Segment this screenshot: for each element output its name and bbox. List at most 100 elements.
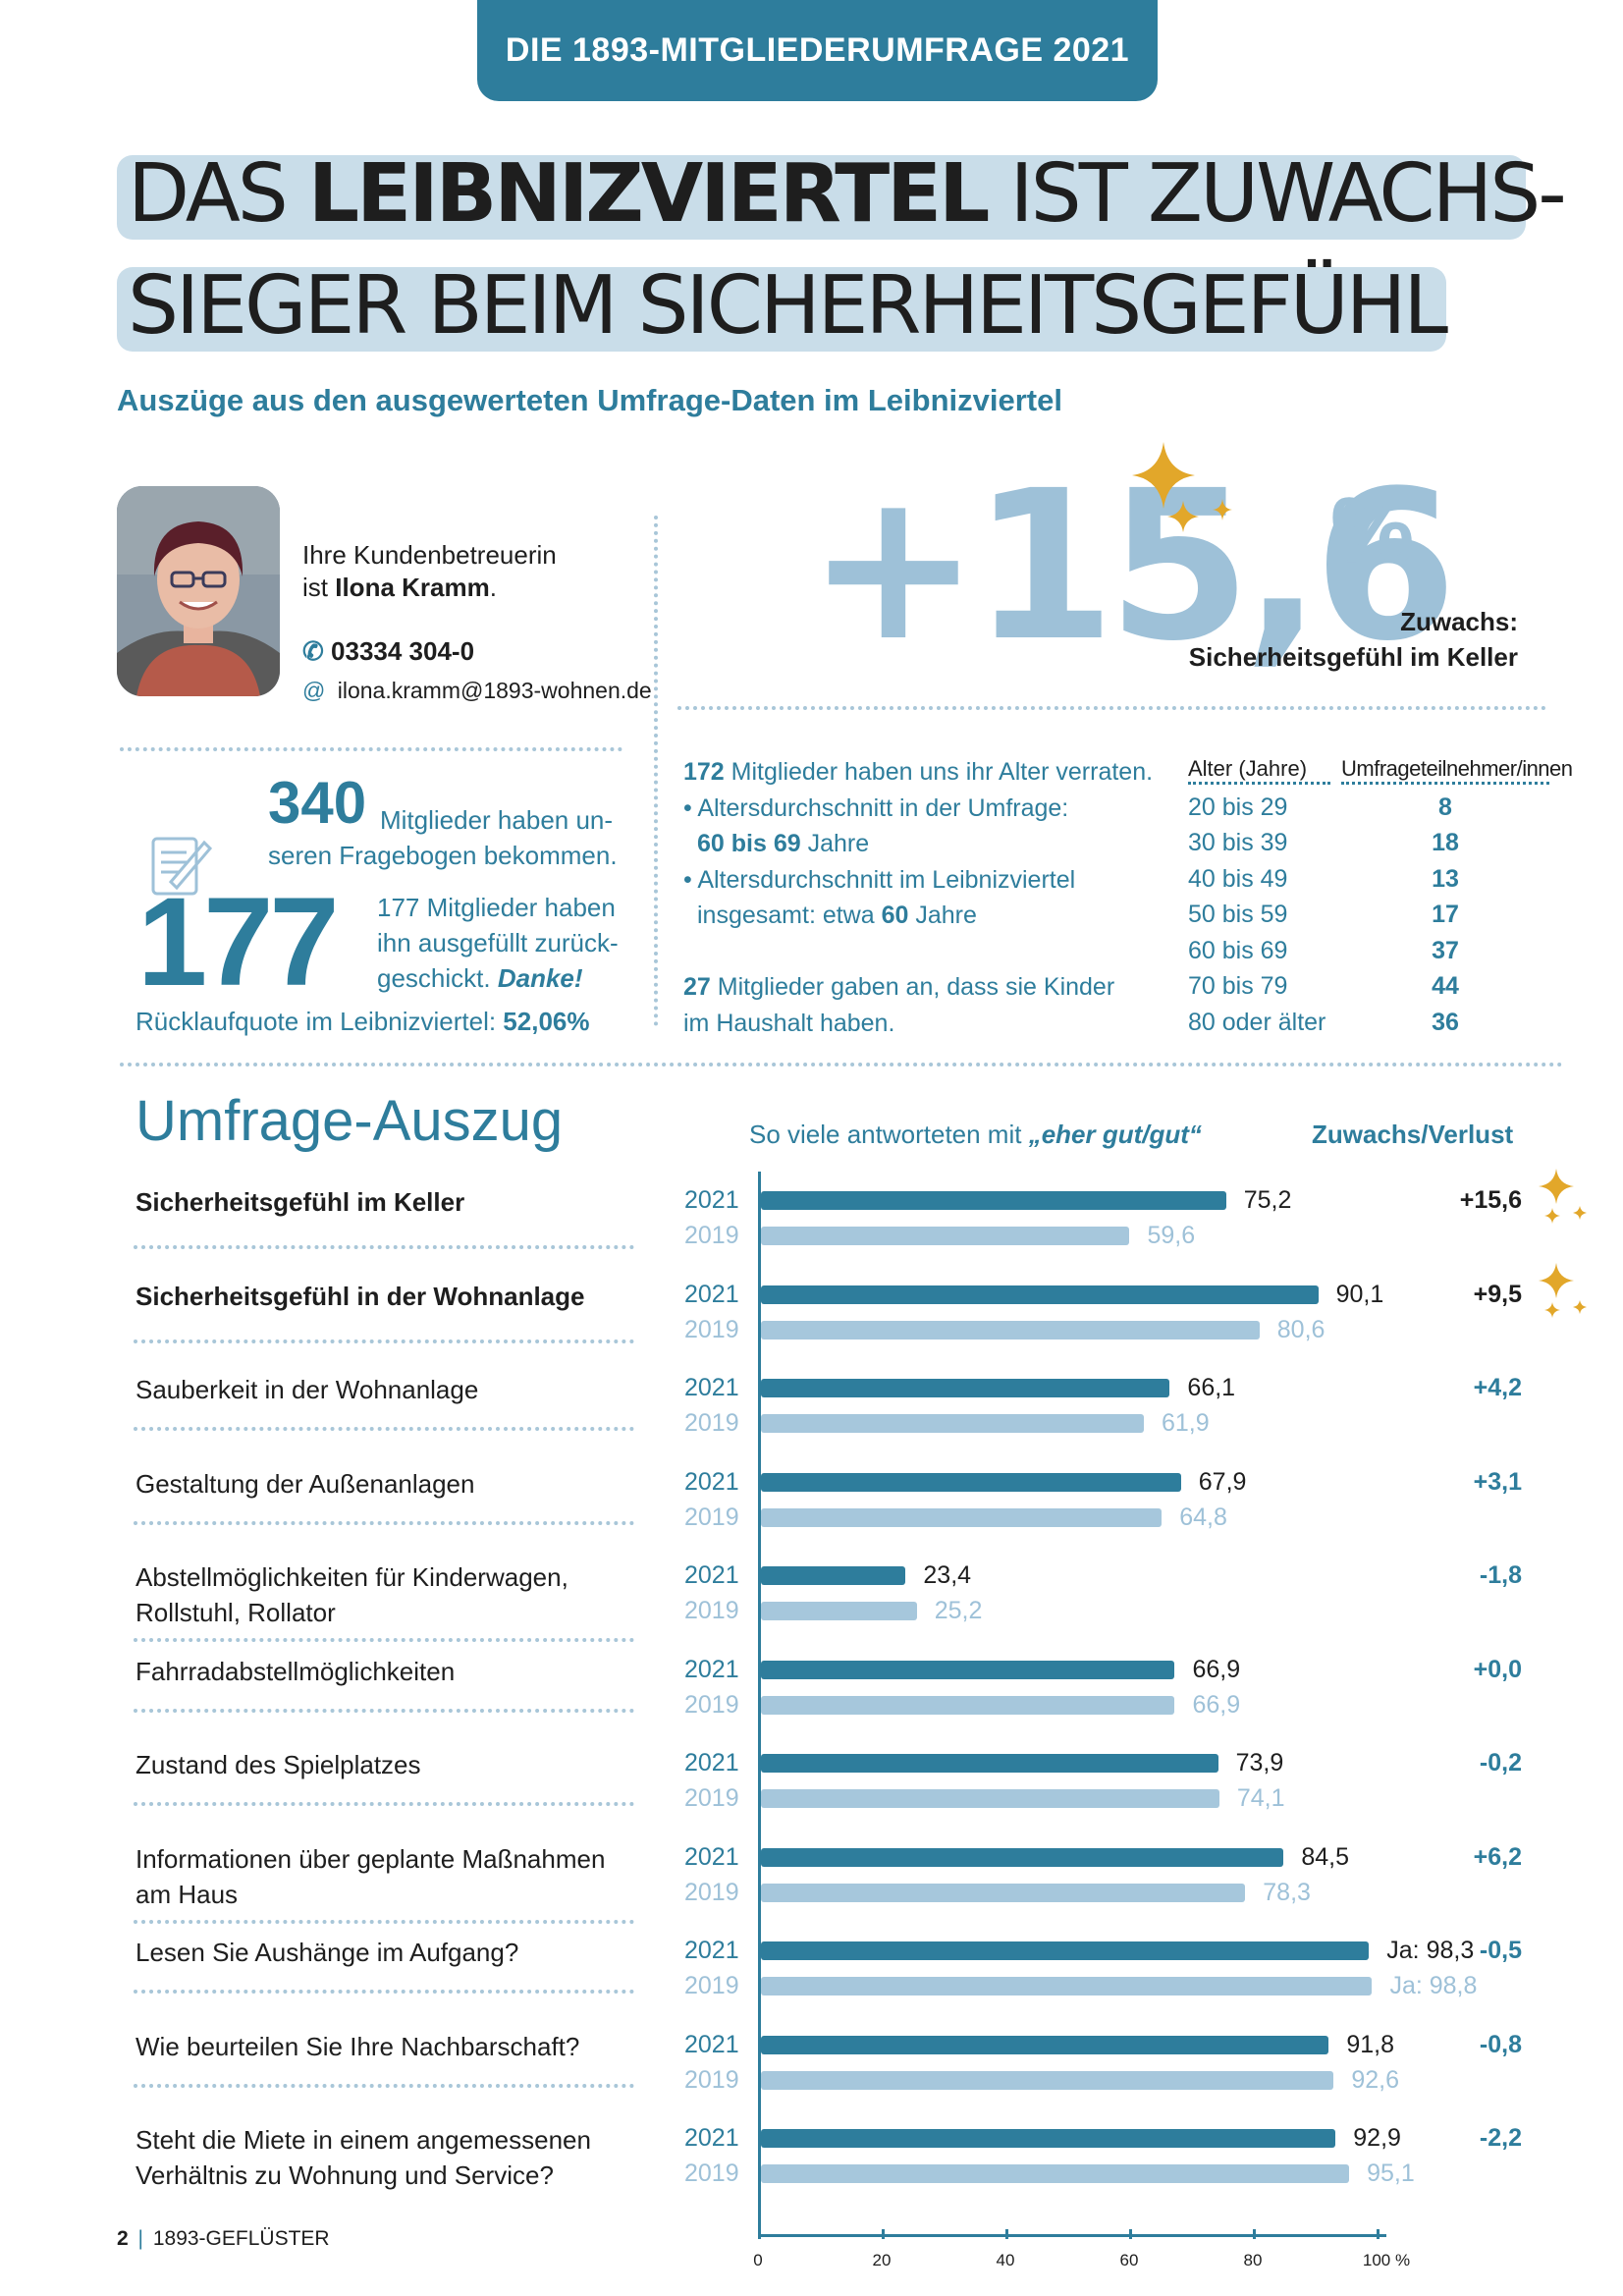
year-2021-label: 2021 [684,1655,739,1683]
age-range: 50 bis 59 [1188,901,1288,929]
year-2019-label: 2019 [684,1690,739,1719]
header-tab-label: DIE 1893-MITGLIEDERUMFRAGE 2021 [505,31,1130,69]
row-divider [134,1339,634,1343]
value-2019: Ja: 98,8 [1389,1972,1478,1999]
question-label: Fahrradabstellmöglichkeiten [135,1656,456,1686]
value-2019: 78,3 [1263,1878,1311,1906]
value-2021: 73,9 [1235,1749,1284,1777]
sent-text-2: seren Fragebogen bekommen. [268,841,618,870]
bar-2019 [761,1414,1144,1433]
age-range: 40 bis 49 [1188,864,1288,893]
change-value: -0,2 [1479,1749,1522,1777]
age-count: 37 [1432,936,1459,964]
year-2019-label: 2019 [684,2065,739,2094]
value-2021: 66,1 [1187,1374,1236,1401]
value-2019: 66,9 [1192,1690,1241,1719]
x-tick-label: 40 [996,2251,1015,2269]
age-count: 13 [1432,864,1459,893]
bar-2021 [761,1379,1170,1397]
vertical-divider [654,516,658,1026]
age-info: 172 Mitglieder haben uns ihr Alter verra… [683,758,1154,1037]
contact-phone: 03334 304-0 [331,636,475,666]
question-label: Sauberkeit in der Wohnanlage [135,1375,479,1404]
highlight-value: +15,6 [807,446,1457,686]
row-divider [134,1245,634,1249]
x-tick-mark [1377,2229,1380,2239]
page-number: 2 [117,2227,129,2250]
contact-line-2: ist Ilona Kramm. [302,573,497,602]
row-divider [134,1990,634,1994]
contact-phone-link[interactable]: ✆ 03334 304-0 [302,636,474,667]
row-divider [134,1708,634,1713]
row-divider [134,1919,634,1924]
title-highlight-2 [117,267,1446,352]
row-divider [134,1520,634,1525]
value-2019: 80,6 [1276,1315,1325,1343]
highlight-label-2: Sicherheitsgefühl im Keller [1188,642,1518,672]
question-label: Gestaltung der Außenanlagen [135,1468,475,1499]
age-range: 70 bis 79 [1188,972,1288,1001]
age-table-row: 80 oder älter 36 [1188,1005,1549,1041]
x-tick-mark [758,2229,761,2239]
value-2021: 91,8 [1346,2030,1394,2058]
x-axis-baseline [758,2234,1386,2237]
contact-email-link[interactable]: @ ilona.kramm@1893-wohnen.de [302,678,652,704]
bar-2019 [761,1789,1219,1808]
x-tick-label: 80 [1243,2251,1263,2269]
bar-2021 [761,1566,906,1585]
bar-2019 [761,1507,1163,1527]
x-tick-mark [1005,2229,1008,2239]
header-tab: DIE 1893-MITGLIEDERUMFRAGE 2021 [477,0,1158,101]
divider-left [120,747,622,751]
age-count: 36 [1432,1008,1459,1036]
value-2019: 95,1 [1367,2159,1415,2187]
value-2019: 74,1 [1236,1784,1285,1812]
thanks-text: Danke! [497,963,583,993]
bar-2019 [761,1695,1175,1715]
bar-2019 [761,1883,1246,1902]
year-2021-label: 2021 [684,1280,739,1308]
contact-line-1: Ihre Kundenbetreuerin [302,540,557,570]
year-2021-label: 2021 [684,2124,739,2152]
age-table: 20 bis 29 8 30 bis 39 18 40 bis 49 13 50 bis 5… [1188,790,1549,1041]
change-value: +9,5 [1473,1280,1522,1308]
value-2021: Ja: 98,3 [1386,1937,1475,1964]
return-rate-value: 52,06% [503,1007,590,1036]
sent-number: 340 [268,770,367,836]
value-2019: 59,6 [1147,1222,1196,1249]
bar-2021 [761,1191,1226,1210]
value-2021: 90,1 [1335,1280,1384,1308]
year-2021-label: 2021 [684,1937,739,1964]
bar-2021 [761,1660,1175,1679]
change-value: +3,1 [1473,1467,1522,1496]
age-count: 18 [1432,829,1459,857]
value-2021: 84,5 [1301,1842,1350,1871]
bar-2021 [761,1847,1284,1867]
age-range: 80 oder älter [1188,1008,1326,1036]
age-table-row: 30 bis 39 18 [1188,826,1549,862]
row-divider [134,1802,634,1806]
year-2021-label: 2021 [684,1561,739,1589]
question-label: Wie beurteilen Sie Ihre Nachbarschaft? [135,2031,580,2061]
highlight-label-1: Zuwachs: [1400,607,1518,636]
question-label: Sicherheitsgefühl im Keller [135,1187,465,1217]
sent-text-1: Mitglieder haben un- [380,805,614,835]
age-range: 60 bis 69 [1188,936,1288,964]
x-tick-label: 20 [872,2251,892,2269]
row-divider [134,1427,634,1431]
question-label: Steht die Miete in einem angemessenen Ver… [135,2125,591,2190]
title-highlight-1 [117,155,1526,240]
age-table-row: 60 bis 69 37 [1188,933,1549,969]
bar-2021 [761,2035,1329,2054]
footer: 2 | 1893-GEFLÜSTER [117,2227,330,2250]
question-label: Informationen über geplante Maßnahmen am … [135,1843,606,1909]
age-table-row: 50 bis 59 17 [1188,898,1549,934]
year-2019-label: 2019 [684,1878,739,1906]
returned-number: 177 [137,872,340,1012]
x-tick-mark [882,2229,885,2239]
year-2021-label: 2021 [684,1374,739,1401]
x-tick-label: 100 % [1362,2251,1411,2269]
contact-name: Ilona Kramm [335,573,490,602]
change-value: +6,2 [1473,1842,1522,1871]
question-label: Lesen Sie Aushänge im Aufgang? [135,1938,519,1967]
